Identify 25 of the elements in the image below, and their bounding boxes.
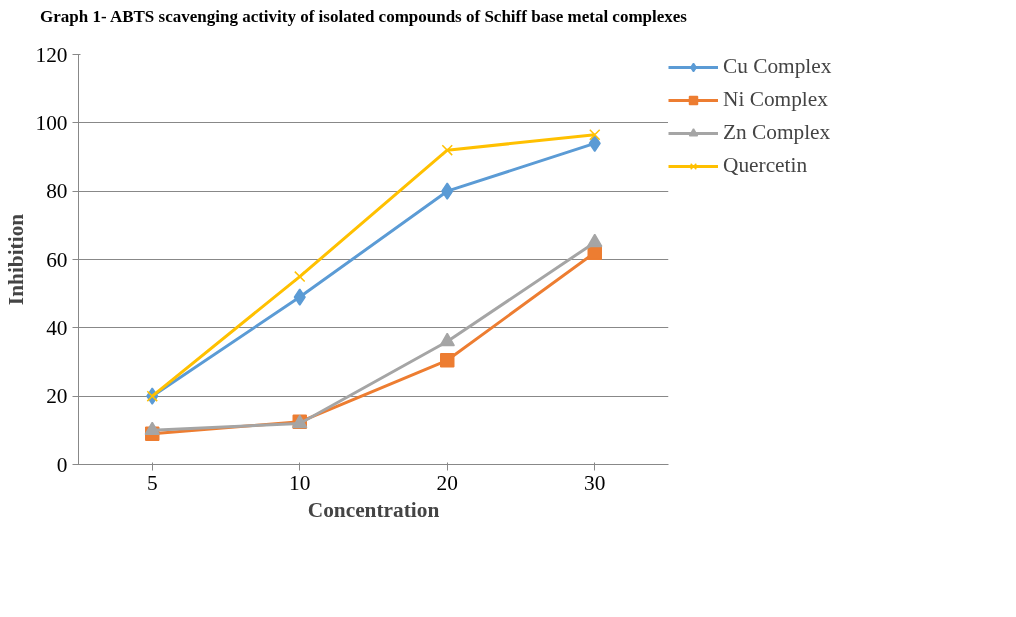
x-tick-label: 30	[584, 470, 606, 495]
y-tick-label: 20	[46, 384, 68, 409]
x-axis-title: Concentration	[307, 497, 440, 522]
y-tick-label: 60	[46, 247, 68, 272]
point	[589, 129, 601, 141]
legend-label: Ni Complex	[723, 87, 828, 113]
point	[439, 332, 455, 347]
point	[587, 233, 603, 248]
point	[440, 353, 455, 368]
y-tick-label: 100	[35, 111, 68, 136]
y-tick-label: 120	[35, 42, 68, 67]
point	[441, 144, 453, 157]
legend-label: Cu Complex	[723, 54, 832, 80]
x-tick-label: 20	[436, 470, 458, 495]
x-tick-label: 10	[289, 470, 311, 495]
y-tick-label: 40	[46, 316, 68, 341]
chart-title: Graph 1- ABTS scavenging activity of isolated compounds of Schiff base metal complexes	[40, 6, 687, 28]
y-axis-title: Inhibition	[3, 214, 28, 306]
legend-label: Quercetin	[723, 153, 808, 179]
y-tick-label: 0	[56, 452, 68, 477]
point	[144, 421, 160, 436]
x-tick-label: 5	[146, 470, 158, 495]
legend-label: Zn Complex	[723, 120, 831, 146]
point	[294, 271, 306, 283]
y-tick-label: 80	[46, 179, 68, 204]
